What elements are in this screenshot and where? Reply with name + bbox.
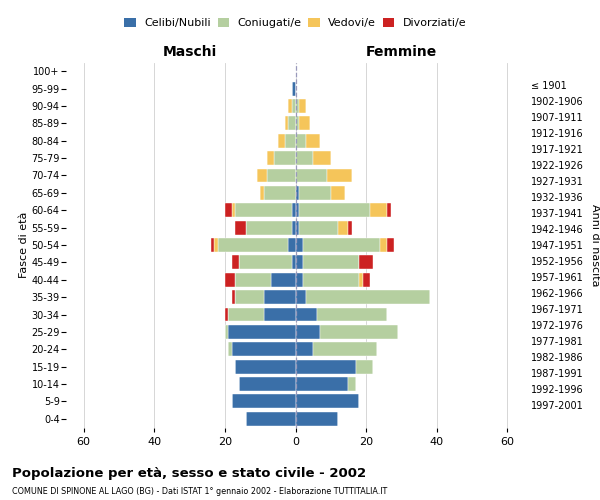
Bar [292,256,296,270]
Bar [278,134,285,147]
Bar [320,325,398,339]
Bar [380,238,388,252]
Bar [296,256,302,270]
Bar [349,377,356,391]
Bar [296,116,299,130]
Bar [264,308,296,322]
Bar [239,256,292,270]
Bar [302,256,359,270]
Bar [296,151,313,165]
Legend: Celibi/Nubili, Coniugati/e, Vedovi/e, Divorziati/e: Celibi/Nubili, Coniugati/e, Vedovi/e, Di… [120,14,471,32]
Bar [225,325,229,339]
Bar [225,204,232,217]
Bar [235,204,292,217]
Bar [235,360,296,374]
Y-axis label: Fasce di età: Fasce di età [19,212,29,278]
Bar [327,168,352,182]
Bar [296,377,349,391]
Bar [313,342,377,356]
Bar [232,204,235,217]
Bar [257,168,267,182]
Bar [225,308,229,322]
Bar [271,273,296,286]
Bar [292,82,296,96]
Bar [296,186,299,200]
Bar [214,238,218,252]
Bar [296,342,313,356]
Bar [292,204,296,217]
Bar [292,220,296,234]
Bar [296,412,338,426]
Bar [246,220,292,234]
Bar [299,116,310,130]
Bar [232,256,239,270]
Bar [296,290,306,304]
Bar [289,238,296,252]
Bar [388,204,391,217]
Bar [232,394,296,408]
Bar [292,99,296,113]
Bar [229,325,296,339]
Bar [296,204,299,217]
Bar [306,290,430,304]
Bar [299,99,306,113]
Bar [289,99,292,113]
Bar [317,308,388,322]
Bar [299,186,331,200]
Bar [235,290,264,304]
Bar [235,273,271,286]
Bar [388,238,394,252]
Bar [370,204,388,217]
Bar [356,360,373,374]
Bar [218,238,289,252]
Bar [331,186,345,200]
Bar [267,168,296,182]
Bar [296,134,306,147]
Bar [246,412,296,426]
Bar [299,220,338,234]
Bar [302,238,380,252]
Bar [296,238,302,252]
Bar [264,290,296,304]
Bar [274,151,296,165]
Bar [211,238,214,252]
Bar [264,186,296,200]
Bar [296,99,299,113]
Bar [239,377,296,391]
Bar [267,151,274,165]
Bar [296,273,302,286]
Bar [349,220,352,234]
Text: Femmine: Femmine [366,45,437,59]
Bar [296,360,356,374]
Bar [299,204,370,217]
Bar [362,273,370,286]
Bar [296,168,327,182]
Bar [232,342,296,356]
Bar [296,220,299,234]
Bar [359,256,373,270]
Bar [285,116,289,130]
Bar [338,220,349,234]
Bar [359,273,362,286]
Bar [296,308,317,322]
Bar [302,273,359,286]
Bar [296,325,320,339]
Bar [235,220,246,234]
Bar [289,116,296,130]
Text: COMUNE DI SPINONE AL LAGO (BG) - Dati ISTAT 1° gennaio 2002 - Elaborazione TUTTI: COMUNE DI SPINONE AL LAGO (BG) - Dati IS… [12,488,387,496]
Bar [260,186,264,200]
Bar [229,308,264,322]
Bar [229,342,232,356]
Bar [296,394,359,408]
Bar [306,134,320,147]
Bar [232,290,235,304]
Bar [285,134,296,147]
Text: Maschi: Maschi [163,45,217,59]
Bar [225,273,235,286]
Y-axis label: Anni di nascita: Anni di nascita [590,204,599,286]
Text: Popolazione per età, sesso e stato civile - 2002: Popolazione per età, sesso e stato civil… [12,468,366,480]
Bar [313,151,331,165]
